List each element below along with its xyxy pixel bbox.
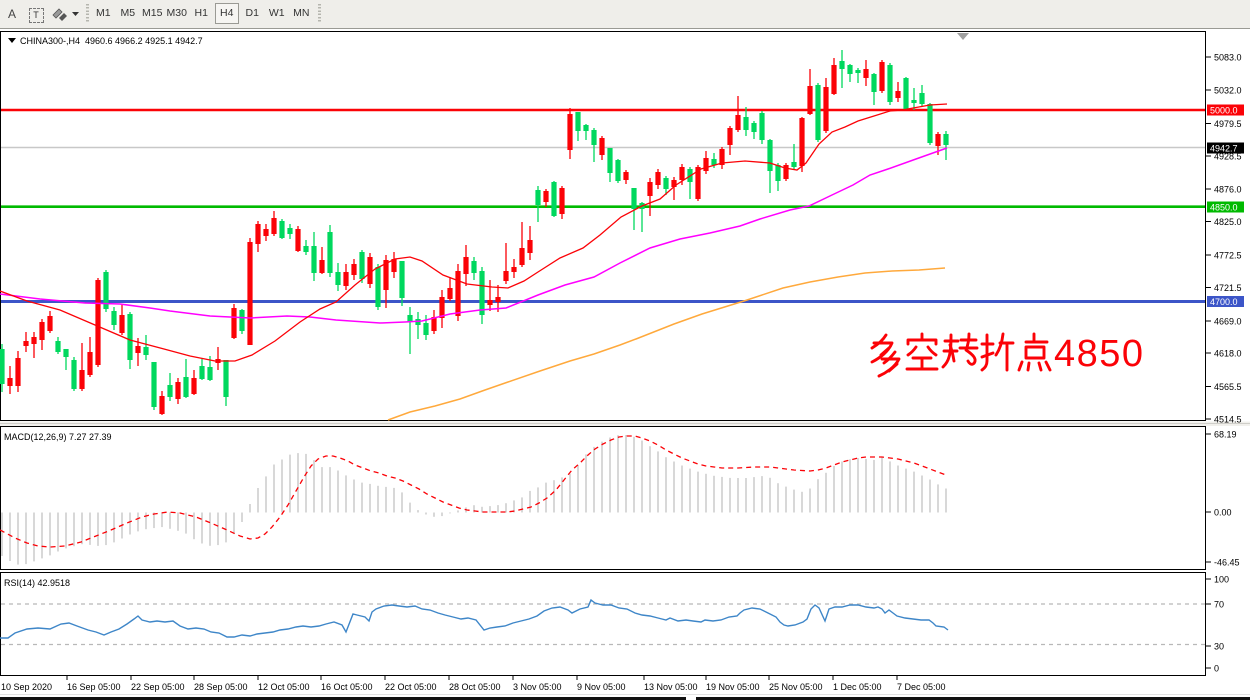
svg-text:16 Sep 05:00: 16 Sep 05:00 bbox=[67, 682, 121, 692]
svg-text:12 Oct 05:00: 12 Oct 05:00 bbox=[258, 682, 310, 692]
svg-text:19 Nov 05:00: 19 Nov 05:00 bbox=[706, 682, 760, 692]
svg-text:4928.5: 4928.5 bbox=[1214, 152, 1242, 162]
svg-text:4700.0: 4700.0 bbox=[1210, 297, 1238, 307]
svg-text:CHINA300-,H4 4960.6 4966.2 49: CHINA300-,H4 4960.6 4966.2 4925.1 4942.7 bbox=[20, 36, 203, 46]
svg-text:10 Sep 2020: 10 Sep 2020 bbox=[1, 682, 52, 692]
svg-text:13 Nov 05:00: 13 Nov 05:00 bbox=[644, 682, 698, 692]
svg-text:0: 0 bbox=[1214, 664, 1219, 674]
svg-text:4876.0: 4876.0 bbox=[1214, 185, 1242, 195]
svg-text:4669.0: 4669.0 bbox=[1214, 317, 1242, 327]
svg-text:28 Oct 05:00: 28 Oct 05:00 bbox=[449, 682, 501, 692]
svg-text:28 Sep 05:00: 28 Sep 05:00 bbox=[194, 682, 248, 692]
svg-text:5083.0: 5083.0 bbox=[1214, 53, 1242, 63]
svg-text:3 Nov 05:00: 3 Nov 05:00 bbox=[513, 682, 562, 692]
svg-text:9 Nov 05:00: 9 Nov 05:00 bbox=[577, 682, 626, 692]
svg-text:MACD(12,26,9) 7.27 27.39: MACD(12,26,9) 7.27 27.39 bbox=[4, 432, 112, 442]
svg-text:22 Sep 05:00: 22 Sep 05:00 bbox=[131, 682, 185, 692]
svg-text:4979.5: 4979.5 bbox=[1214, 119, 1242, 129]
svg-text:4618.0: 4618.0 bbox=[1214, 349, 1242, 359]
svg-text:0.00: 0.00 bbox=[1214, 508, 1232, 518]
svg-text:RSI(14) 42.9518: RSI(14) 42.9518 bbox=[4, 578, 70, 588]
svg-text:4825.0: 4825.0 bbox=[1214, 217, 1242, 227]
svg-text:100: 100 bbox=[1214, 575, 1229, 585]
svg-text:30: 30 bbox=[1214, 642, 1224, 652]
svg-text:4772.5: 4772.5 bbox=[1214, 251, 1242, 261]
svg-text:22 Oct 05:00: 22 Oct 05:00 bbox=[385, 682, 437, 692]
svg-text:4942.7: 4942.7 bbox=[1210, 144, 1238, 154]
svg-text:16 Oct 05:00: 16 Oct 05:00 bbox=[321, 682, 373, 692]
svg-text:5032.0: 5032.0 bbox=[1214, 86, 1242, 96]
svg-text:4565.5: 4565.5 bbox=[1214, 382, 1242, 392]
svg-text:7 Dec 05:00: 7 Dec 05:00 bbox=[897, 682, 946, 692]
svg-text:4850: 4850 bbox=[1054, 333, 1145, 375]
svg-text:70: 70 bbox=[1214, 600, 1224, 610]
svg-text:25 Nov 05:00: 25 Nov 05:00 bbox=[769, 682, 823, 692]
svg-text:1 Dec 05:00: 1 Dec 05:00 bbox=[833, 682, 882, 692]
svg-text:4514.5: 4514.5 bbox=[1214, 415, 1242, 425]
svg-text:4850.0: 4850.0 bbox=[1210, 203, 1238, 213]
svg-text:4721.5: 4721.5 bbox=[1214, 283, 1242, 293]
svg-text:-46.45: -46.45 bbox=[1214, 558, 1240, 568]
svg-text:5000.0: 5000.0 bbox=[1210, 106, 1238, 116]
svg-text:68.19: 68.19 bbox=[1214, 430, 1237, 440]
